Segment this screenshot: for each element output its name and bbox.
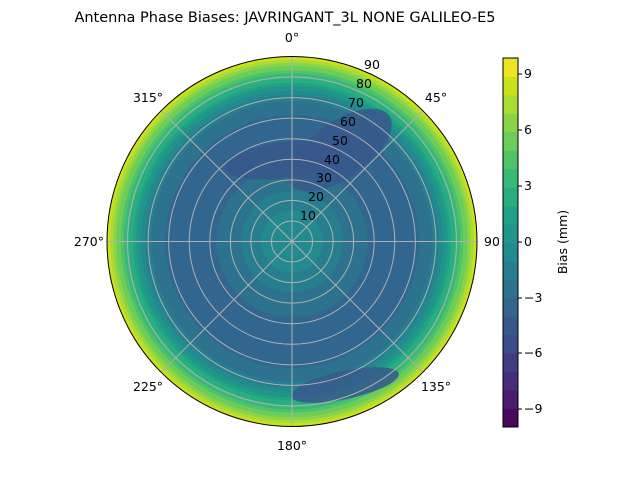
theta-label-270: 270° [74,234,104,249]
polar-grid [107,56,477,427]
r-label-10: 10 [300,208,316,223]
theta-label-225: 225° [133,379,163,394]
theta-label-315: 315° [133,90,163,105]
r-label-60: 60 [340,114,356,129]
r-label-50: 50 [332,133,348,148]
cbar-tick-3: 3 [524,178,532,193]
theta-label-0: 0° [285,30,299,45]
polar-plot-area [106,56,478,427]
r-label-40: 40 [324,152,340,167]
r-label-90: 90 [364,57,380,72]
cbar-tick-9: 9 [524,66,532,81]
cbar-tick-0: 0 [524,234,532,249]
r-label-20: 20 [308,189,324,204]
theta-label-45: 45° [425,90,447,105]
polar-frame [106,56,478,427]
theta-label-180: 180° [277,438,307,453]
colorbar-label: Bias (mm) [555,210,570,274]
cbar-tick-neg3: −3 [524,290,542,305]
theta-tick-labels: 0° 45° 90 135° 180° 225° 270° 315° [74,30,500,453]
r-label-80: 80 [356,76,372,91]
chart-title: Antenna Phase Biases: JAVRINGANT_3L NONE… [74,10,495,26]
cbar-tick-6: 6 [524,122,532,137]
cbar-tick-neg6: −6 [524,345,542,360]
cbar-tick-neg9: −9 [524,401,542,416]
r-label-30: 30 [316,170,332,185]
colorbar-tick-labels: 9 6 3 0 −3 −6 −9 [524,66,542,416]
radial-tick-labels: 10 20 30 40 50 60 70 80 90 [300,57,380,223]
theta-label-90: 90 [484,234,500,249]
colorbar: 9 6 3 0 −3 −6 −9 Bias (mm) [502,57,570,428]
theta-label-135: 135° [421,379,451,394]
r-label-70: 70 [348,95,364,110]
